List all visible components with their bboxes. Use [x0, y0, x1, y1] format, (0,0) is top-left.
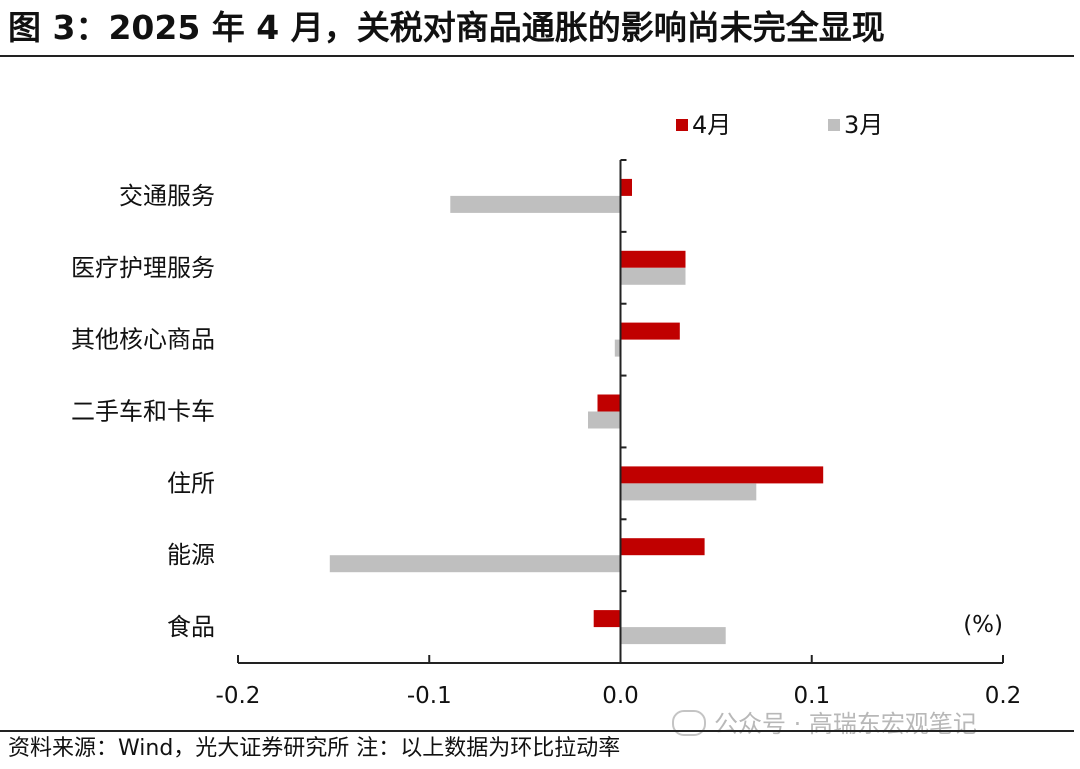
bar-mar-3 — [588, 411, 621, 429]
x-tick-label: 0.0 — [602, 683, 639, 709]
bar-apr-5 — [620, 538, 705, 556]
watermark: 公众号 · 高瑞东宏观笔记 — [672, 704, 977, 744]
x-tick-label: -0.2 — [216, 683, 261, 709]
bar-mar-6 — [620, 627, 726, 645]
bar-mar-2 — [614, 339, 621, 357]
title-divider — [0, 55, 1074, 57]
category-label: 其他核心商品 — [71, 326, 215, 354]
category-label: 交通服务 — [119, 182, 215, 210]
watermark-text: 公众号 · 高瑞东宏观笔记 — [714, 710, 977, 738]
bar-apr-3 — [597, 394, 621, 412]
source-note: 资料来源：Wind，光大证券研究所 注：以上数据为环比拉动率 — [8, 736, 621, 761]
bars — [329, 178, 824, 645]
bar-apr-1 — [620, 250, 686, 268]
legend-label-mar: 3月 — [844, 111, 883, 139]
category-label: 住所 — [167, 469, 215, 497]
category-label: 能源 — [167, 541, 215, 569]
x-tick-label: -0.1 — [407, 683, 452, 709]
legend: 4月 3月 — [676, 111, 883, 139]
category-label: 医疗护理服务 — [71, 254, 215, 282]
bar-apr-0 — [620, 178, 632, 196]
bar-mar-1 — [620, 267, 686, 285]
bar-apr-6 — [593, 610, 621, 628]
bar-mar-0 — [450, 195, 621, 213]
source-divider — [0, 730, 1074, 732]
x-tick-label: 0.1 — [794, 683, 831, 709]
bar-apr-4 — [620, 466, 824, 484]
tick-labels: -0.2 -0.1 0.0 0.1 0.2 — [216, 683, 1022, 709]
bar-mar-4 — [620, 483, 757, 501]
unit-label: (%) — [963, 612, 1003, 638]
chart-title: 图 3：2025 年 4 月，关税对商品通胀的影响尚未完全显现 — [8, 8, 885, 47]
x-tick-label: 0.2 — [985, 683, 1022, 709]
bar-apr-2 — [620, 322, 680, 340]
axes — [237, 159, 1004, 664]
bar-mar-5 — [329, 555, 621, 573]
category-label: 二手车和卡车 — [71, 398, 215, 426]
legend-label-apr: 4月 — [692, 111, 731, 139]
legend-swatch-mar — [828, 119, 840, 131]
category-label: 食品 — [167, 613, 215, 641]
wechat-icon — [672, 710, 706, 736]
legend-swatch-apr — [676, 119, 688, 131]
